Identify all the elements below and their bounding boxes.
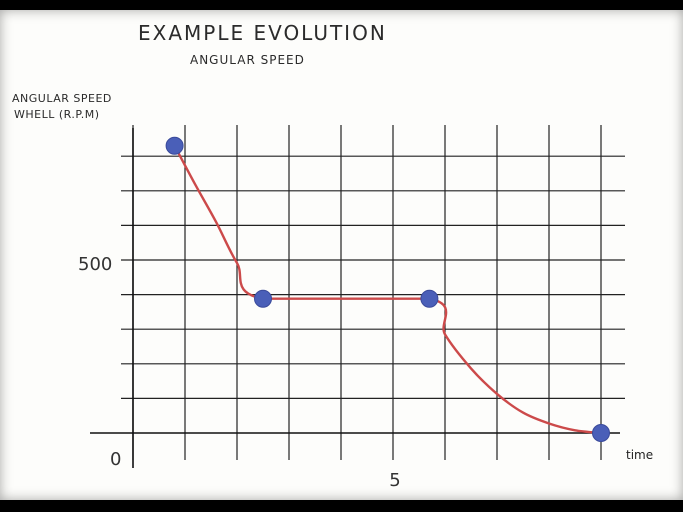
grid bbox=[121, 125, 625, 460]
y-axis-label-line1: ANGULAR SPEED bbox=[12, 92, 112, 105]
x-tick-label: 5 bbox=[389, 470, 400, 491]
tick-labels: 500 5 bbox=[78, 254, 401, 491]
chart-frame: EXAMPLE EVOLUTION ANGULAR SPEED ANGULAR … bbox=[0, 10, 683, 500]
data-point bbox=[165, 136, 184, 155]
data-point bbox=[592, 424, 610, 442]
series-line bbox=[173, 145, 602, 435]
chart-title: EXAMPLE EVOLUTION bbox=[138, 21, 387, 45]
chart-subtitle: ANGULAR SPEED bbox=[190, 53, 305, 67]
origin-label: 0 bbox=[110, 449, 121, 470]
data-point bbox=[254, 289, 272, 308]
series-group bbox=[165, 136, 610, 442]
y-axis-label-line2: WHELL (R.P.M) bbox=[14, 108, 100, 121]
line-chart: EXAMPLE EVOLUTION ANGULAR SPEED ANGULAR … bbox=[12, 21, 653, 491]
x-axis-label: time bbox=[626, 448, 653, 462]
data-point bbox=[420, 289, 439, 308]
y-tick-label: 500 bbox=[78, 254, 112, 275]
axes bbox=[90, 128, 620, 468]
